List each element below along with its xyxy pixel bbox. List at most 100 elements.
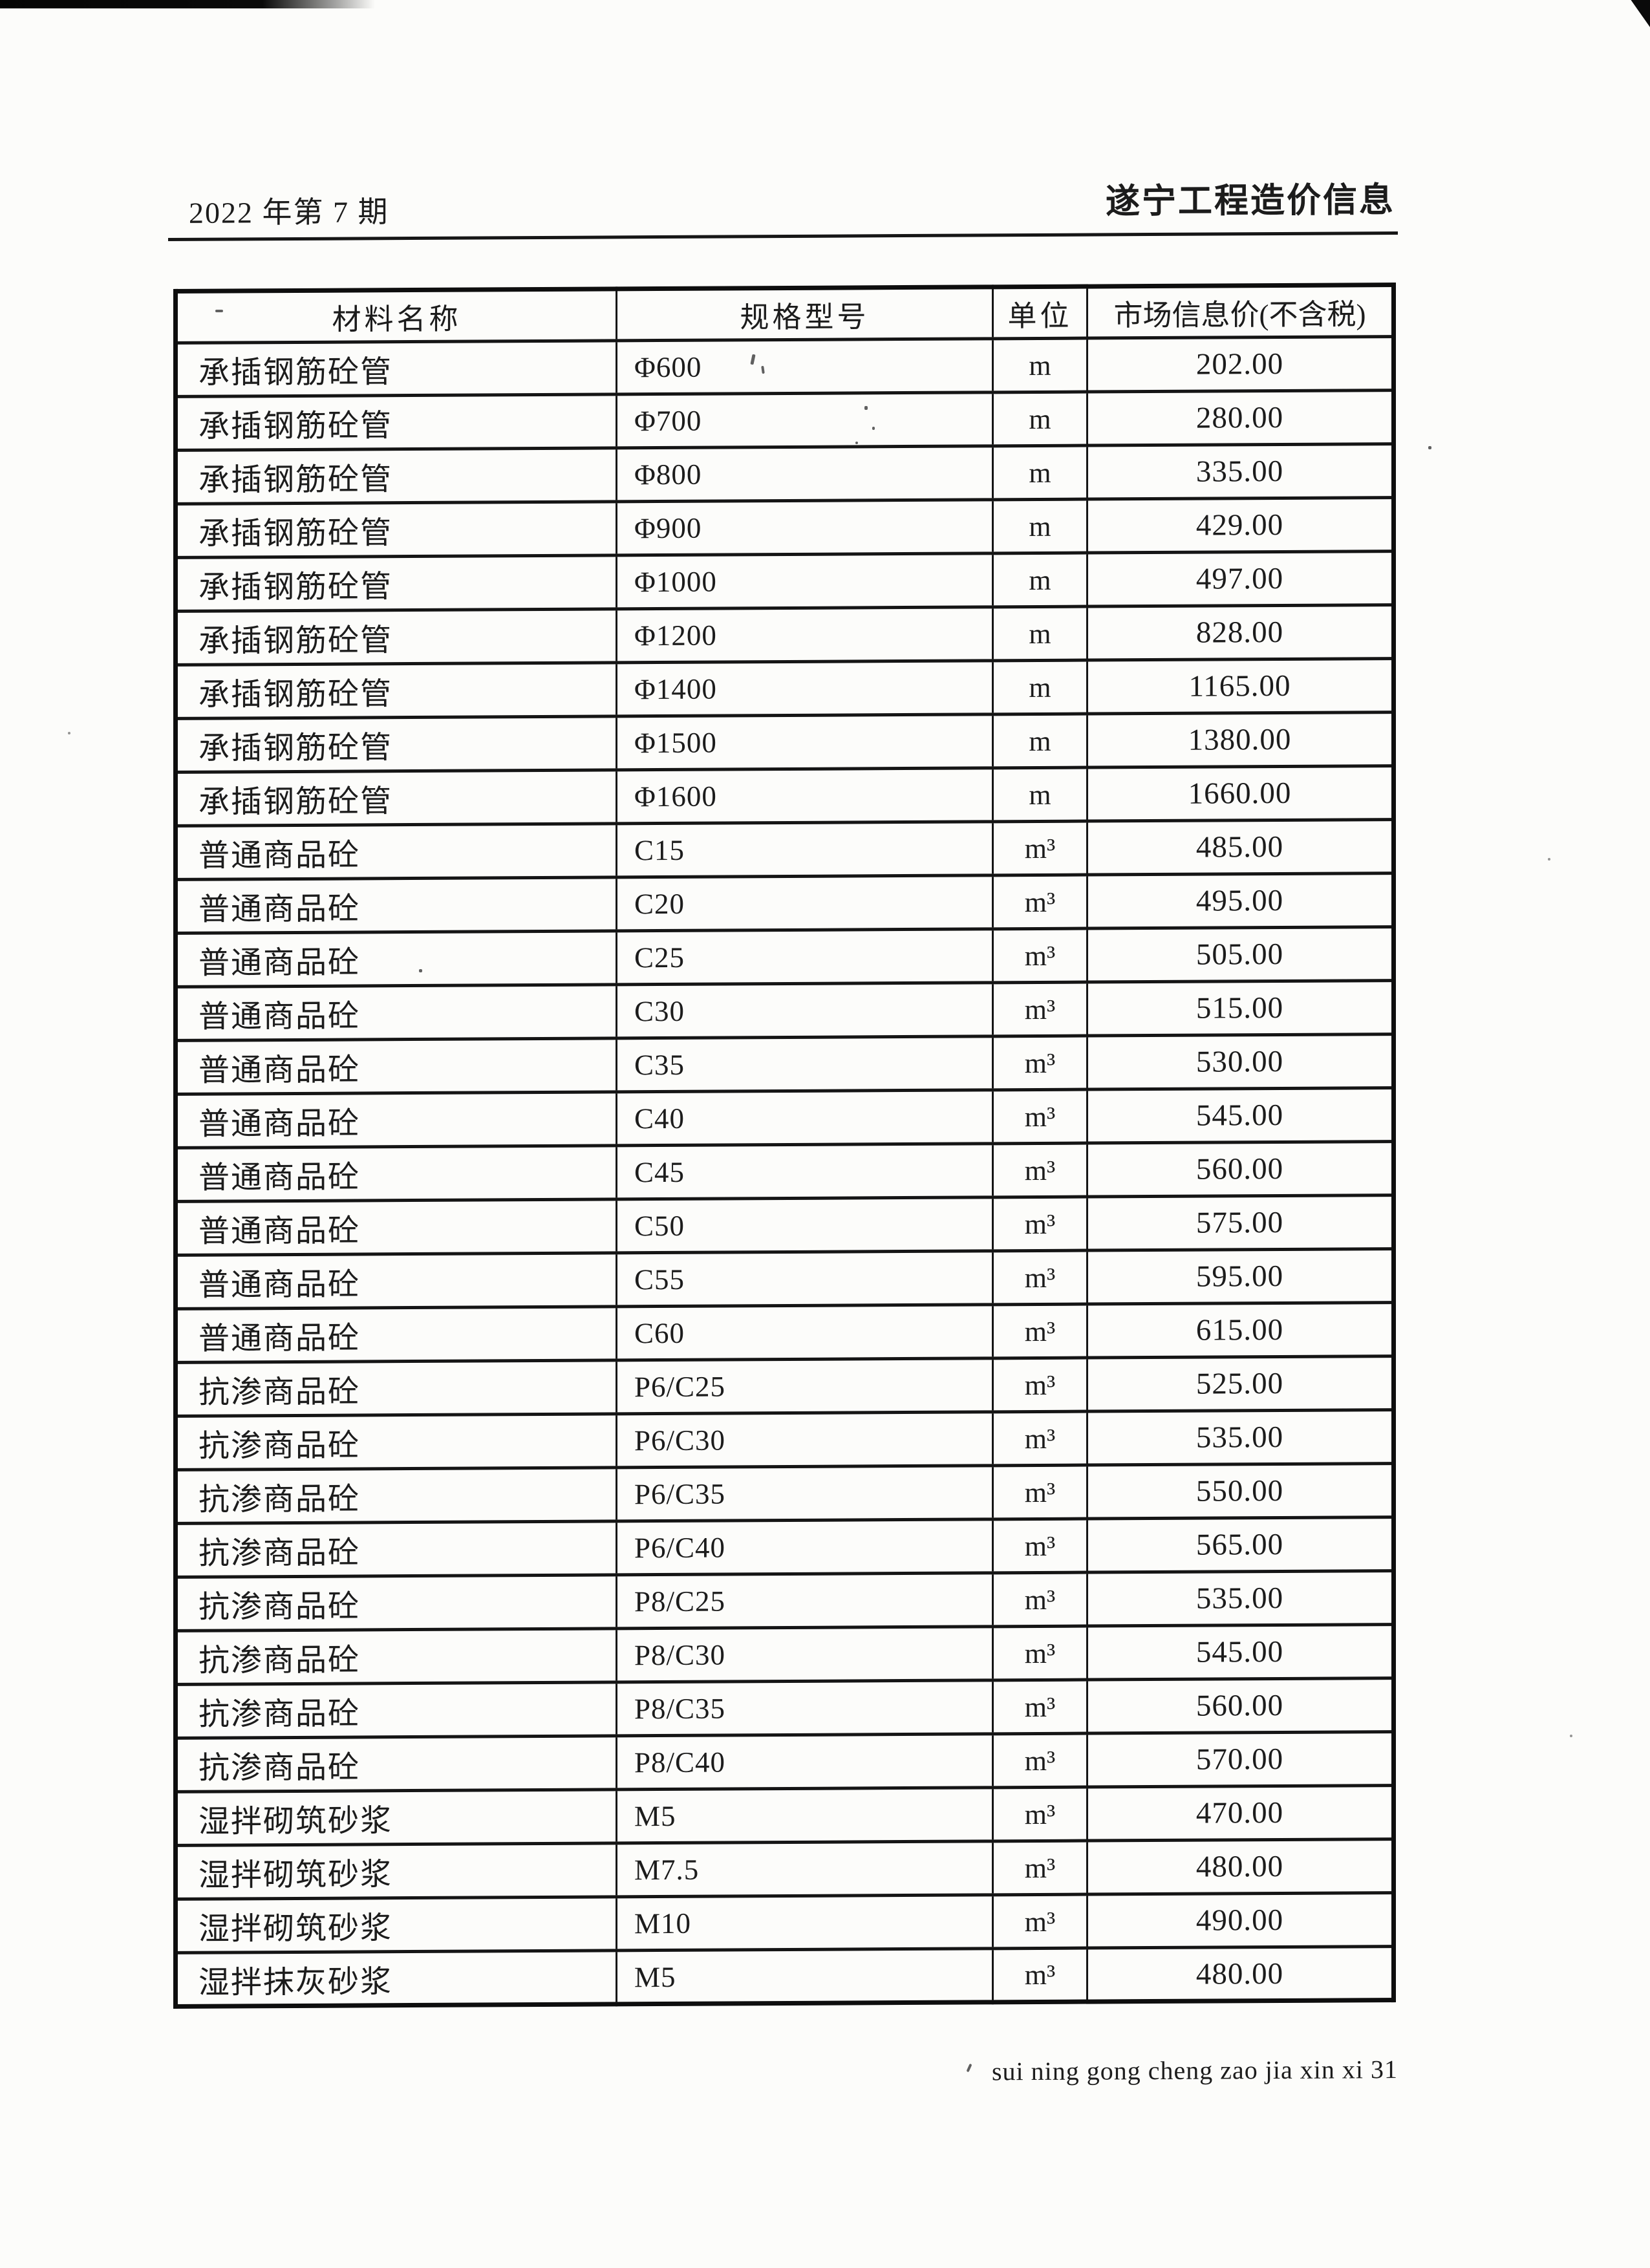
cell-market-price: 560.00 xyxy=(1087,1141,1394,1197)
table-row: 抗渗商品砼 P6/C30 m³ 535.00 xyxy=(175,1409,1394,1470)
cell-material-name: 普通商品砼 xyxy=(175,1306,617,1363)
cell-unit: m³ xyxy=(992,1465,1088,1519)
scan-speck xyxy=(215,310,223,312)
table-row: 抗渗商品砼 P8/C25 m³ 535.00 xyxy=(175,1570,1394,1631)
cell-unit: m³ xyxy=(992,1841,1088,1895)
cell-unit: m³ xyxy=(992,1787,1088,1841)
cell-market-price: 497.00 xyxy=(1087,551,1394,607)
cell-spec-model: C40 xyxy=(616,1089,993,1146)
cell-market-price: 560.00 xyxy=(1087,1678,1394,1734)
cell-material-name: 湿拌砌筑砂浆 xyxy=(175,1896,617,1953)
cell-market-price: 485.00 xyxy=(1087,819,1394,875)
column-header-market-price: 市场信息价(不含税) xyxy=(1087,284,1394,339)
cell-unit: m³ xyxy=(992,1036,1088,1090)
cell-market-price: 1165.00 xyxy=(1087,658,1394,714)
cell-spec-model: Φ600 xyxy=(616,338,993,394)
cell-market-price: 280.00 xyxy=(1087,390,1394,446)
table-row: 抗渗商品砼 P8/C35 m³ 560.00 xyxy=(175,1678,1394,1738)
masthead-rule xyxy=(168,231,1398,242)
cell-market-price: 335.00 xyxy=(1087,444,1394,500)
cell-material-name: 承插钢筋砼管 xyxy=(175,769,617,826)
cell-market-price: 490.00 xyxy=(1087,1892,1394,1949)
cell-unit: m³ xyxy=(992,1680,1088,1734)
cell-market-price: 615.00 xyxy=(1087,1302,1394,1358)
table-row: 承插钢筋砼管 Φ1400 m 1165.00 xyxy=(175,658,1394,719)
cell-spec-model: C60 xyxy=(616,1304,993,1360)
table-row: 抗渗商品砼 P6/C40 m³ 565.00 xyxy=(175,1517,1394,1578)
cell-unit: m³ xyxy=(992,1250,1088,1305)
cell-material-name: 湿拌砌筑砂浆 xyxy=(175,1843,617,1899)
cell-unit: m xyxy=(992,767,1088,822)
cell-material-name: 抗渗商品砼 xyxy=(175,1574,617,1631)
scan-speck xyxy=(68,732,70,734)
cell-unit: m³ xyxy=(992,1626,1088,1680)
cell-spec-model: C20 xyxy=(616,875,993,931)
table-row: 抗渗商品砼 P6/C25 m³ 525.00 xyxy=(175,1356,1394,1417)
cell-material-name: 普通商品砼 xyxy=(175,1252,617,1309)
cell-material-name: 承插钢筋砼管 xyxy=(175,555,617,612)
cell-unit: m³ xyxy=(992,1089,1088,1144)
cell-unit: m xyxy=(992,660,1088,714)
cell-material-name: 抗渗商品砼 xyxy=(175,1521,617,1578)
cell-market-price: 480.00 xyxy=(1087,1839,1394,1895)
cell-material-name: 承插钢筋砼管 xyxy=(175,716,617,773)
table-row: 承插钢筋砼管 Φ900 m 429.00 xyxy=(175,497,1394,558)
table-row: 普通商品砼 C60 m³ 615.00 xyxy=(175,1302,1394,1363)
cell-spec-model: C25 xyxy=(616,928,993,985)
cell-unit: m³ xyxy=(992,821,1088,875)
table-row: 承插钢筋砼管 Φ1500 m 1380.00 xyxy=(175,712,1394,773)
cell-market-price: 505.00 xyxy=(1087,926,1394,983)
cell-spec-model: Φ1500 xyxy=(616,714,993,770)
cell-unit: m³ xyxy=(992,1948,1088,2002)
cell-material-name: 普通商品砼 xyxy=(175,1199,617,1256)
cell-spec-model: Φ800 xyxy=(616,445,993,502)
cell-spec-model: M5 xyxy=(616,1948,993,2004)
table-row: 普通商品砼 C35 m³ 530.00 xyxy=(175,1034,1394,1095)
cell-market-price: 545.00 xyxy=(1087,1624,1394,1680)
cell-material-name: 承插钢筋砼管 xyxy=(175,608,617,665)
cell-spec-model: C55 xyxy=(616,1250,993,1307)
scan-speck xyxy=(1428,446,1431,449)
cell-material-name: 湿拌抹灰砂浆 xyxy=(175,1950,617,2007)
cell-unit: m³ xyxy=(992,982,1088,1036)
cell-spec-model: C45 xyxy=(616,1143,993,1199)
cell-spec-model: P8/C25 xyxy=(616,1572,993,1629)
price-table-body: 承插钢筋砼管 Φ600 m 202.00 承插钢筋砼管 Φ700 m 280.00 承插钢筋砼管… xyxy=(175,336,1394,2007)
cell-unit: m³ xyxy=(992,1411,1088,1466)
cell-spec-model: C15 xyxy=(616,821,993,877)
scan-artifact-top-strip xyxy=(0,0,375,8)
cell-market-price: 828.00 xyxy=(1087,604,1394,661)
cell-spec-model: Φ1400 xyxy=(616,660,993,716)
cell-market-price: 470.00 xyxy=(1087,1785,1394,1841)
scan-speck xyxy=(864,406,868,410)
table-row: 抗渗商品砼 P8/C40 m³ 570.00 xyxy=(175,1731,1394,1792)
cell-unit: m xyxy=(992,499,1088,553)
cell-spec-model: Φ1200 xyxy=(616,606,993,663)
table-row: 承插钢筋砼管 Φ700 m 280.00 xyxy=(175,390,1394,451)
price-table: 材料名称 规格型号 单位 市场信息价(不含税) 承插钢筋砼管 Φ600 m 202.0… xyxy=(173,283,1396,2009)
table-row: 湿拌砌筑砂浆 M5 m³ 470.00 xyxy=(175,1785,1394,1846)
table-row: 湿拌砌筑砂浆 M10 m³ 490.00 xyxy=(175,1892,1394,1953)
cell-spec-model: P8/C35 xyxy=(616,1680,993,1736)
table-row: 承插钢筋砼管 Φ800 m 335.00 xyxy=(175,444,1394,504)
table-row: 普通商品砼 C25 m³ 505.00 xyxy=(175,926,1394,987)
cell-unit: m³ xyxy=(992,1572,1088,1627)
table-row: 普通商品砼 C55 m³ 595.00 xyxy=(175,1248,1394,1309)
cell-spec-model: C30 xyxy=(616,982,993,1038)
cell-market-price: 530.00 xyxy=(1087,1034,1394,1090)
cell-material-name: 抗渗商品砼 xyxy=(175,1360,617,1417)
cell-material-name: 抗渗商品砼 xyxy=(175,1413,617,1470)
table-row: 承插钢筋砼管 Φ600 m 202.00 xyxy=(175,336,1394,397)
cell-material-name: 普通商品砼 xyxy=(175,1038,617,1095)
cell-market-price: 535.00 xyxy=(1087,1409,1394,1466)
table-row: 普通商品砼 C30 m³ 515.00 xyxy=(175,980,1394,1041)
cell-material-name: 承插钢筋砼管 xyxy=(175,662,617,719)
table-row: 承插钢筋砼管 Φ1600 m 1660.00 xyxy=(175,765,1394,826)
cell-spec-model: C35 xyxy=(616,1036,993,1092)
cell-market-price: 495.00 xyxy=(1087,873,1394,929)
table-row: 普通商品砼 C20 m³ 495.00 xyxy=(175,873,1394,934)
cell-unit: m³ xyxy=(992,1519,1088,1573)
cell-unit: m xyxy=(992,338,1088,392)
